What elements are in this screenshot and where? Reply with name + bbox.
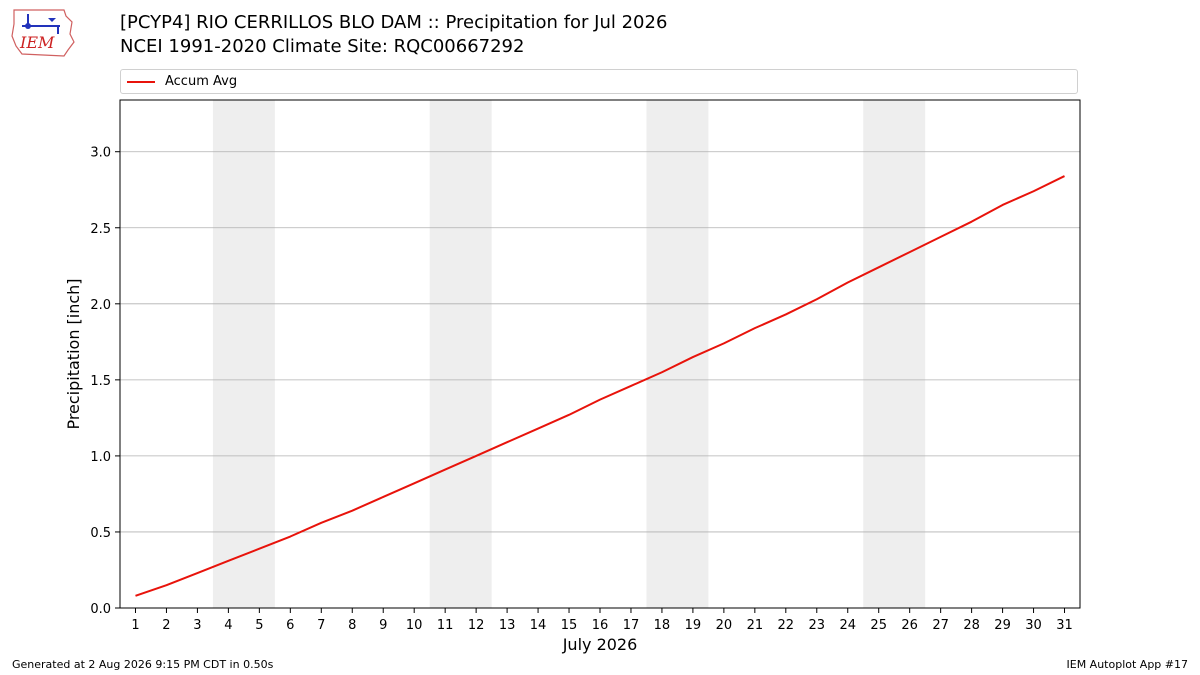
y-tick-label: 2.5 (90, 222, 111, 237)
x-tick-label: 16 (592, 618, 609, 633)
x-tick-label: 2 (162, 618, 170, 633)
x-tick-label: 30 (1025, 618, 1042, 633)
x-tick-label: 24 (839, 618, 856, 633)
x-axis-label: July 2026 (562, 635, 638, 654)
x-tick-label: 20 (716, 618, 733, 633)
weekend-band (212, 100, 275, 608)
x-tick-label: 21 (747, 618, 764, 633)
x-tick-label: 28 (963, 618, 980, 633)
plot-frame (119, 99, 1081, 609)
x-tick-label: 10 (406, 618, 423, 633)
logo-text: IEM (19, 33, 55, 52)
x-tick-label: 27 (932, 618, 949, 633)
footer-app-id: IEM Autoplot App #17 (1066, 658, 1189, 671)
y-tick-label: 3.0 (90, 146, 111, 161)
weekend-band (429, 100, 492, 608)
x-tick-label: 6 (286, 618, 294, 633)
x-tick-label: 15 (561, 618, 578, 633)
x-tick-label: 18 (654, 618, 671, 633)
x-tick-label: 12 (468, 618, 485, 633)
chart-title: [PCYP4] RIO CERRILLOS BLO DAM :: Precipi… (120, 12, 668, 33)
x-tick-label: 5 (255, 618, 263, 633)
x-tick-label: 4 (224, 618, 232, 633)
x-tick-label: 3 (193, 618, 201, 633)
x-tick-label: 8 (348, 618, 356, 633)
x-tick-label: 23 (809, 618, 826, 633)
x-tick-label: 25 (870, 618, 887, 633)
legend-swatch (127, 81, 155, 83)
legend-label-accum-avg: Accum Avg (165, 74, 238, 89)
x-tick-label: 19 (685, 618, 702, 633)
x-tick-label: 7 (317, 618, 325, 633)
y-tick-label: 0.0 (90, 602, 111, 617)
y-tick-label: 1.5 (90, 374, 111, 389)
footer-generated: Generated at 2 Aug 2026 9:15 PM CDT in 0… (12, 658, 274, 671)
x-tick-label: 9 (379, 618, 387, 633)
x-tick-label: 13 (499, 618, 516, 633)
y-tick-label: 2.0 (90, 298, 111, 313)
y-tick-label: 0.5 (90, 526, 111, 541)
x-tick-label: 1 (131, 618, 139, 633)
y-tick-label: 1.0 (90, 450, 111, 465)
x-tick-label: 31 (1056, 618, 1073, 633)
x-tick-label: 26 (901, 618, 918, 633)
y-axis-label: Precipitation [inch] (64, 278, 83, 429)
weekend-band (863, 100, 926, 608)
x-tick-label: 11 (437, 618, 454, 633)
x-tick-label: 29 (994, 618, 1011, 633)
x-tick-label: 22 (778, 618, 795, 633)
x-tick-label: 14 (530, 618, 547, 633)
chart-subtitle: NCEI 1991-2020 Climate Site: RQC00667292 (120, 36, 525, 57)
legend: Accum Avg (120, 69, 1078, 94)
x-tick-label: 17 (623, 618, 640, 633)
iem-logo: IEM (11, 9, 75, 57)
